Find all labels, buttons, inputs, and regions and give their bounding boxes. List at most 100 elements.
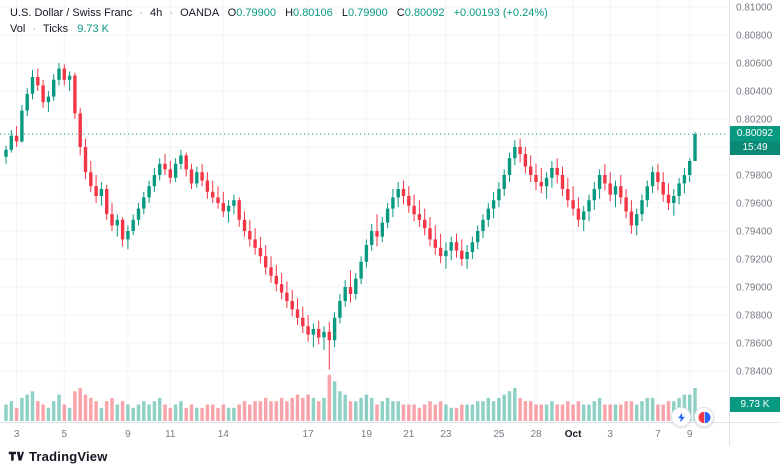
time-axis[interactable]	[0, 423, 728, 446]
time-axis-label: Oct	[565, 429, 582, 440]
candle-body	[693, 134, 697, 161]
volume-bar	[571, 404, 575, 421]
time-axis-label: 7	[655, 429, 661, 440]
volume-bar	[237, 404, 241, 421]
candle-body	[152, 175, 157, 187]
volume-bar	[465, 404, 469, 421]
volume-bar	[364, 394, 369, 421]
volume-bar	[163, 404, 167, 421]
close-label: C	[396, 7, 405, 19]
volume-bar	[359, 397, 363, 421]
candle-body	[597, 175, 602, 189]
change-value: +0.00193 (+0.24%)	[453, 7, 548, 19]
volume-bar	[528, 401, 533, 421]
candle-body	[555, 168, 559, 175]
candle-body	[645, 186, 649, 201]
candle-body	[640, 200, 644, 215]
volume-bar	[380, 401, 385, 421]
candle-body	[666, 194, 671, 203]
time-axis-label: 3	[607, 429, 613, 440]
volume-bar	[295, 394, 300, 421]
time-axis-label: 21	[403, 429, 415, 440]
candle-body	[30, 77, 35, 94]
candle-body	[364, 245, 369, 262]
volume-bar	[83, 394, 88, 421]
volume-bar	[62, 404, 67, 421]
volume-bar	[99, 407, 104, 421]
volume-bar	[210, 404, 215, 421]
candle-body	[200, 172, 204, 181]
price-axis[interactable]	[730, 0, 780, 446]
separator-dot: ·	[32, 23, 37, 35]
close-value: 0.80092	[404, 7, 445, 19]
separator-dot: ·	[139, 7, 143, 19]
volume-bar	[401, 404, 406, 421]
candle-body	[338, 301, 342, 318]
candle-body	[592, 189, 596, 201]
candle-body	[449, 242, 453, 251]
candle-body	[513, 147, 517, 159]
candle-body	[195, 172, 199, 184]
volume-bar	[629, 401, 634, 421]
volume-bar	[115, 404, 120, 421]
instant-trading-button[interactable]	[671, 407, 691, 427]
volume-bar	[179, 401, 183, 421]
volume-bar	[301, 397, 305, 421]
volume-bar	[332, 381, 337, 421]
price-axis-label: 0.80200	[736, 115, 773, 126]
candle-body	[83, 147, 88, 173]
candle-body	[476, 231, 480, 243]
separator-dot: ·	[169, 7, 174, 19]
volume-bar	[248, 404, 252, 421]
candle-body	[52, 79, 56, 97]
volume-bar	[338, 391, 342, 421]
candle-body	[264, 256, 268, 268]
candle-body	[115, 219, 119, 226]
candle-body	[322, 331, 326, 338]
tradingview-logo[interactable]: TradingView	[8, 449, 108, 464]
candle-body	[226, 205, 231, 212]
candle-body	[126, 231, 130, 240]
interval-selector[interactable]: 4h	[150, 7, 163, 19]
volume-label[interactable]: Vol	[10, 23, 26, 35]
candle-body	[189, 169, 194, 184]
time-axis-label: 9	[687, 429, 693, 440]
time-axis-label: 9	[125, 429, 131, 440]
price-axis-label: 0.80400	[736, 87, 773, 98]
candle-body	[454, 242, 459, 251]
candle-body	[385, 208, 390, 223]
time-axis-label: 19	[361, 429, 373, 440]
volume-bar	[550, 401, 554, 421]
exchange-name[interactable]: OANDA	[180, 7, 219, 19]
candle-body	[242, 219, 247, 231]
volume-bar	[9, 401, 14, 421]
candle-body	[481, 219, 485, 231]
candle-body	[465, 252, 469, 259]
price-axis-label: 0.80800	[736, 31, 773, 42]
volume-bar	[502, 394, 506, 421]
volume-bar	[311, 397, 316, 421]
volume-bar	[263, 397, 268, 421]
volume-bar	[36, 401, 40, 421]
volume-bar	[518, 397, 522, 421]
symbol-title[interactable]: U.S. Dollar / Swiss Franc	[10, 7, 133, 19]
sentiment-button[interactable]	[694, 407, 714, 427]
volume-bar	[184, 407, 188, 421]
volume-bar	[290, 397, 294, 421]
candle-body	[370, 231, 374, 245]
volume-bar	[412, 404, 416, 421]
candle-body	[550, 168, 554, 178]
volume-bar	[396, 401, 400, 421]
volume-bar	[481, 401, 485, 421]
candle-body	[301, 317, 305, 327]
candle-body	[221, 203, 225, 212]
time-axis-label: 28	[530, 429, 542, 440]
volume-value: 9.73 K	[77, 23, 110, 35]
current-price-badge: 0.80092 15:49	[730, 126, 780, 156]
candle-body	[279, 284, 284, 293]
candle-body	[14, 135, 19, 142]
bar-countdown: 15:49	[730, 141, 780, 156]
candle-body	[428, 228, 432, 240]
